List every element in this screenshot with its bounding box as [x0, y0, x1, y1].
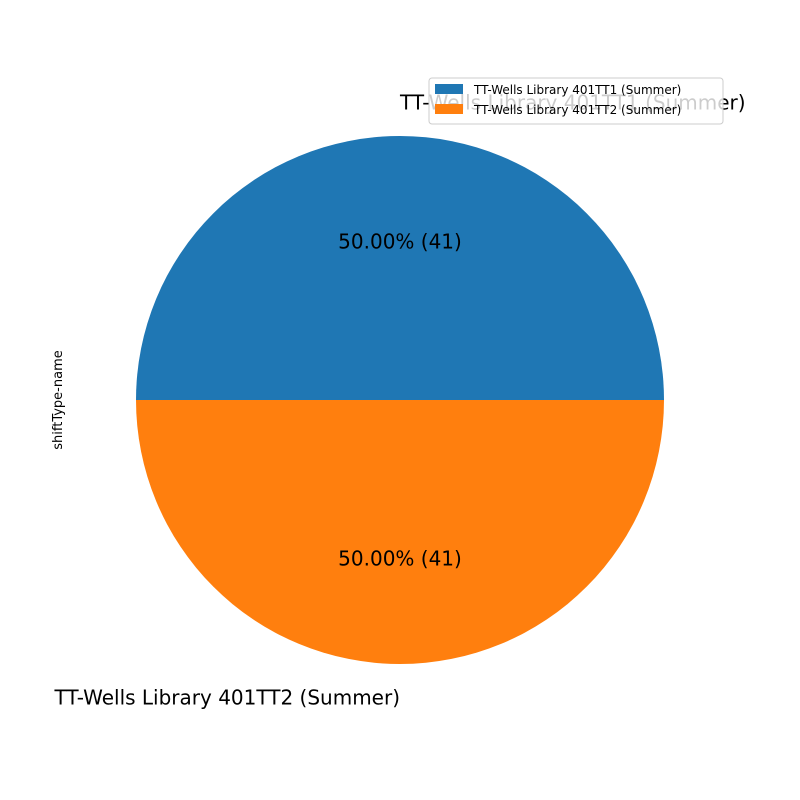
legend-items: TT-Wells Library 401TT1 (Summer) TT-Wells…: [435, 83, 681, 117]
legend-swatch-1: [435, 84, 463, 94]
pie-slices: [136, 136, 664, 664]
legend-swatch-2: [435, 104, 463, 114]
legend-frame: [428, 77, 724, 125]
pie-slice-2: [136, 400, 664, 664]
pie-slice-1: [136, 136, 664, 400]
legend-label-2: TT-Wells Library 401TT2 (Summer): [473, 103, 681, 117]
legend: TT-Wells Library 401TT1 (Summer) TT-Wells…: [428, 77, 724, 125]
percent-label-1: 50.00% (41): [338, 230, 462, 254]
y-axis-label: shiftType-name: [51, 350, 66, 450]
slice-label-2: TT-Wells Library 401TT2 (Summer): [53, 685, 400, 709]
legend-label-1: TT-Wells Library 401TT1 (Summer): [473, 83, 681, 97]
percent-labels: 50.00% (41) 50.00% (41): [338, 230, 462, 571]
percent-label-2: 50.00% (41): [338, 546, 462, 570]
